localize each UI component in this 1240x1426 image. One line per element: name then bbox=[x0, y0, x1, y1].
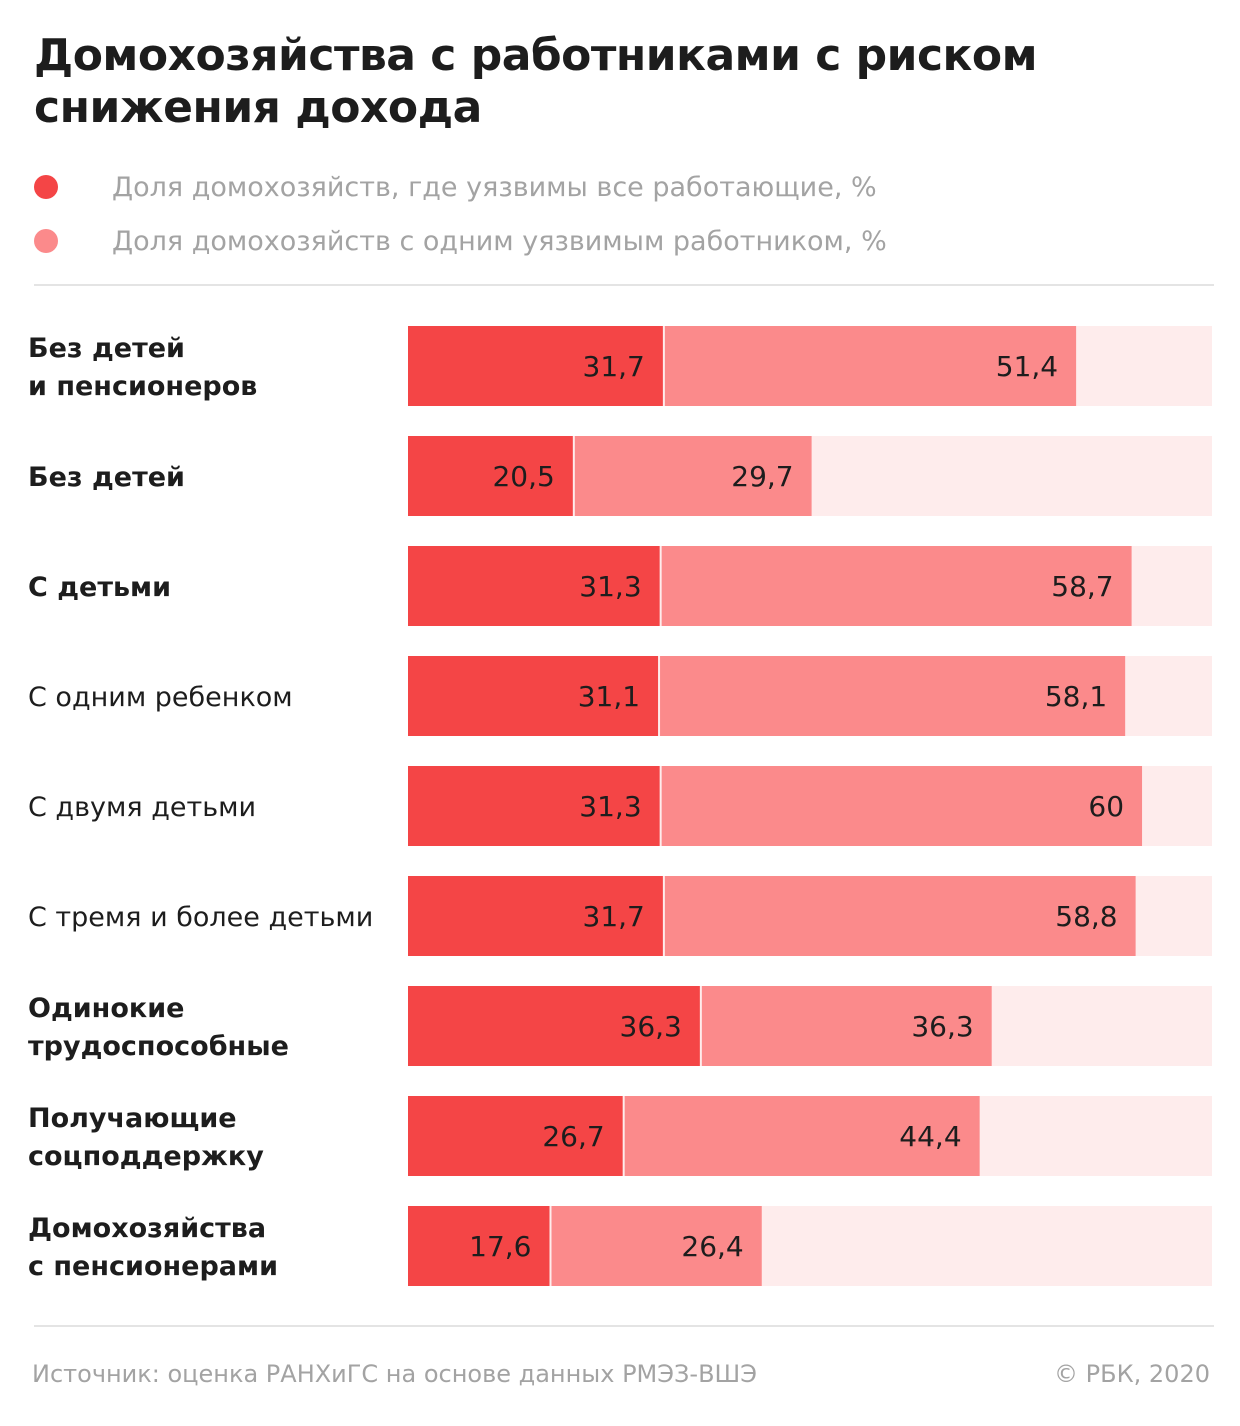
bar-segment-one-vulnerable bbox=[624, 1096, 980, 1176]
bar-segment-all-vulnerable bbox=[408, 876, 663, 956]
value-label-one-vulnerable: 60 bbox=[1088, 790, 1124, 823]
category-label-line: трудоспособные bbox=[28, 1031, 289, 1062]
bar-segment-one-vulnerable bbox=[664, 326, 1077, 406]
value-label-all-vulnerable: 31,3 bbox=[579, 570, 641, 603]
top-divider bbox=[34, 284, 1214, 286]
value-label-all-vulnerable: 36,3 bbox=[620, 1010, 682, 1043]
category-label: С одним ребенком bbox=[28, 682, 293, 713]
value-label-all-vulnerable: 31,7 bbox=[583, 900, 645, 933]
value-label-all-vulnerable: 17,6 bbox=[469, 1230, 531, 1263]
category-label-line: С двумя детьми bbox=[28, 792, 256, 823]
bottom-divider bbox=[34, 1325, 1214, 1327]
bar-segment-one-vulnerable bbox=[574, 436, 812, 516]
category-label: Без детей и пенсионеров bbox=[28, 333, 257, 402]
bar-segment-all-vulnerable bbox=[408, 656, 659, 736]
value-label-one-vulnerable: 44,4 bbox=[899, 1120, 961, 1153]
category-label-line: соцподдержку bbox=[28, 1141, 264, 1172]
value-label-one-vulnerable: 58,7 bbox=[1051, 570, 1113, 603]
value-label-one-vulnerable: 26,4 bbox=[681, 1230, 743, 1263]
bar-segment-all-vulnerable bbox=[408, 546, 660, 626]
category-label-line: с пенсионерами bbox=[28, 1251, 278, 1282]
value-label-one-vulnerable: 29,7 bbox=[731, 460, 793, 493]
category-label: Одинокие трудоспособные bbox=[28, 993, 289, 1062]
legend-item-one-vulnerable: Доля домохозяйств с одним уязвимым работ… bbox=[34, 214, 887, 268]
category-label-line: и пенсионеров bbox=[28, 371, 257, 402]
bar-segment-all-vulnerable bbox=[408, 1206, 550, 1286]
category-label: С тремя и более детьми bbox=[28, 902, 373, 933]
legend-item-all-vulnerable: Доля домохозяйств, где уязвимы все работ… bbox=[34, 160, 887, 214]
value-label-all-vulnerable: 31,1 bbox=[578, 680, 640, 713]
value-label-all-vulnerable: 31,7 bbox=[583, 350, 645, 383]
value-label-all-vulnerable: 31,3 bbox=[579, 790, 641, 823]
legend-dot-one-vulnerable bbox=[34, 229, 58, 253]
bar-segment-all-vulnerable bbox=[408, 1096, 623, 1176]
source-note: Источник: оценка РАНХиГС на основе данны… bbox=[32, 1360, 757, 1388]
chart-title: Домохозяйства с работниками с риском сни… bbox=[34, 30, 1038, 133]
legend: Доля домохозяйств, где уязвимы все работ… bbox=[34, 160, 887, 268]
category-label: С детьми bbox=[28, 572, 171, 603]
bar-segment-all-vulnerable bbox=[408, 326, 663, 406]
category-label: Получающие соцподдержку bbox=[28, 1103, 264, 1172]
bar-segment-one-vulnerable bbox=[661, 546, 1132, 626]
value-label-all-vulnerable: 26,7 bbox=[542, 1120, 604, 1153]
bar-segment-one-vulnerable bbox=[661, 766, 1143, 846]
category-label-line: Одинокие bbox=[28, 993, 184, 1024]
bar-segment-all-vulnerable bbox=[408, 986, 700, 1066]
value-label-one-vulnerable: 51,4 bbox=[996, 350, 1058, 383]
category-label-line: Получающие bbox=[28, 1103, 237, 1134]
bar-segment-one-vulnerable bbox=[551, 1206, 762, 1286]
value-label-one-vulnerable: 36,3 bbox=[911, 1010, 973, 1043]
category-label-line: Без детей bbox=[28, 333, 185, 364]
category-label: Домохозяйства с пенсионерами bbox=[28, 1213, 278, 1282]
category-label-line: Домохозяйства bbox=[28, 1213, 266, 1244]
bar-segment-one-vulnerable bbox=[660, 656, 1126, 736]
bar-segment-all-vulnerable bbox=[408, 436, 573, 516]
bar-segment-one-vulnerable bbox=[701, 986, 992, 1066]
legend-label-all-vulnerable: Доля домохозяйств, где уязвимы все работ… bbox=[112, 171, 877, 203]
category-label-line: С одним ребенком bbox=[28, 682, 293, 713]
category-label-line: С детьми bbox=[28, 572, 171, 603]
value-label-all-vulnerable: 20,5 bbox=[492, 460, 554, 493]
category-label: С двумя детьми bbox=[28, 792, 256, 823]
category-label-line: Без детей bbox=[28, 462, 185, 493]
value-label-one-vulnerable: 58,1 bbox=[1045, 680, 1107, 713]
bar-segment-one-vulnerable bbox=[664, 876, 1136, 956]
value-label-one-vulnerable: 58,8 bbox=[1055, 900, 1117, 933]
copyright: © РБК, 2020 bbox=[1054, 1360, 1210, 1388]
category-label: Без детей bbox=[28, 462, 185, 493]
legend-label-one-vulnerable: Доля домохозяйств с одним уязвимым работ… bbox=[112, 225, 887, 257]
category-label-line: С тремя и более детьми bbox=[28, 902, 373, 933]
bar-segment-all-vulnerable bbox=[408, 766, 660, 846]
legend-dot-all-vulnerable bbox=[34, 175, 58, 199]
